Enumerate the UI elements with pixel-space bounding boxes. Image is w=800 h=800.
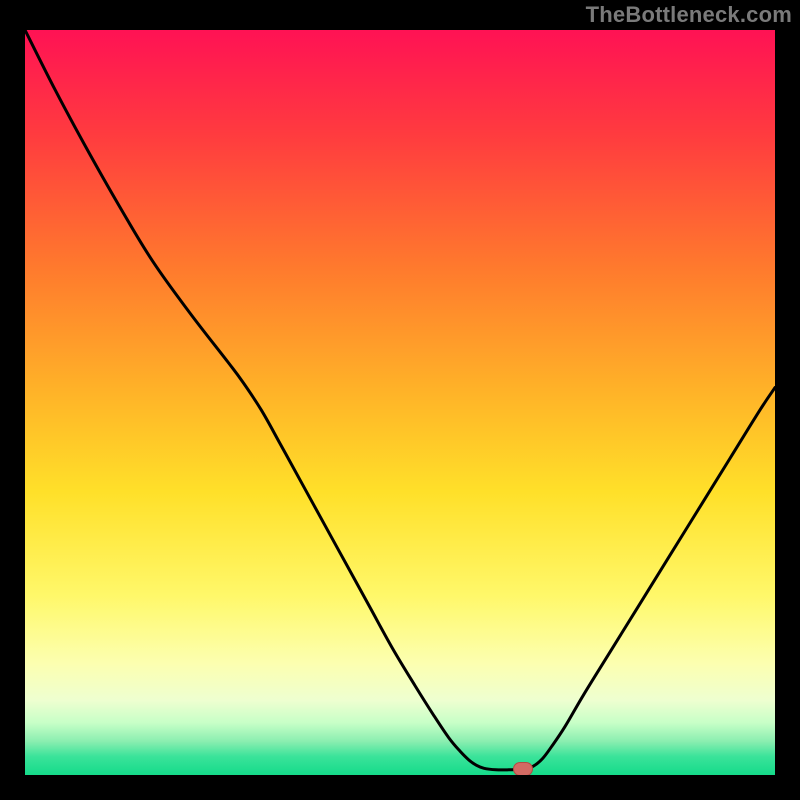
watermark-text: TheBottleneck.com <box>586 2 792 28</box>
bottleneck-curve <box>25 30 775 775</box>
optimum-marker <box>513 762 533 775</box>
plot-area <box>25 30 775 775</box>
